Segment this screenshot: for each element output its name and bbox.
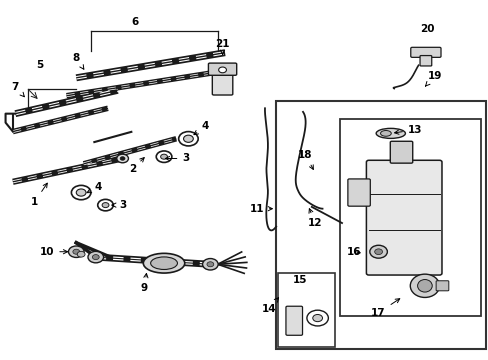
Ellipse shape (150, 257, 177, 270)
Circle shape (206, 262, 213, 267)
Circle shape (312, 315, 322, 321)
Circle shape (156, 151, 171, 162)
Text: 12: 12 (307, 209, 322, 228)
FancyBboxPatch shape (389, 141, 412, 163)
Text: 17: 17 (370, 299, 399, 318)
Circle shape (202, 258, 218, 270)
Bar (339, 119, 480, 316)
Ellipse shape (143, 253, 184, 273)
Circle shape (68, 246, 84, 257)
Circle shape (88, 251, 103, 263)
Text: 15: 15 (292, 275, 307, 285)
Circle shape (92, 255, 99, 260)
Ellipse shape (375, 129, 405, 138)
Bar (276, 101, 485, 348)
Text: 13: 13 (394, 125, 422, 135)
Text: 19: 19 (425, 71, 441, 86)
Text: 3: 3 (165, 153, 189, 163)
Text: 9: 9 (141, 274, 148, 293)
Ellipse shape (409, 274, 439, 297)
Text: 8: 8 (73, 53, 83, 69)
Text: 7: 7 (12, 82, 24, 97)
Circle shape (306, 310, 328, 326)
Text: 5: 5 (36, 60, 43, 70)
Circle shape (120, 157, 125, 160)
Circle shape (117, 154, 128, 163)
Circle shape (160, 154, 167, 159)
Ellipse shape (417, 279, 431, 292)
Circle shape (98, 199, 113, 211)
Text: 11: 11 (249, 204, 272, 214)
Text: 2: 2 (128, 158, 144, 174)
Text: 3: 3 (112, 200, 126, 210)
Circle shape (218, 67, 226, 73)
FancyBboxPatch shape (435, 281, 448, 291)
Text: 10: 10 (40, 247, 67, 257)
Text: 6: 6 (131, 17, 138, 27)
Circle shape (102, 203, 109, 208)
FancyBboxPatch shape (419, 55, 431, 66)
Text: 21: 21 (215, 39, 229, 54)
Circle shape (76, 189, 86, 196)
FancyBboxPatch shape (212, 73, 232, 95)
Text: 16: 16 (346, 247, 361, 257)
Text: 14: 14 (261, 298, 278, 314)
Circle shape (374, 249, 382, 255)
Circle shape (369, 245, 386, 258)
Circle shape (71, 185, 91, 200)
Bar (277, 273, 334, 347)
FancyBboxPatch shape (347, 179, 369, 206)
FancyBboxPatch shape (285, 306, 302, 335)
FancyBboxPatch shape (366, 160, 441, 275)
Circle shape (183, 135, 193, 142)
Circle shape (77, 251, 85, 257)
Text: 1: 1 (31, 183, 47, 207)
FancyBboxPatch shape (208, 63, 236, 75)
Text: 18: 18 (298, 150, 313, 170)
Ellipse shape (380, 131, 390, 136)
Circle shape (178, 132, 198, 146)
Circle shape (73, 249, 80, 254)
Text: 4: 4 (194, 121, 209, 135)
Text: 20: 20 (419, 24, 434, 35)
Text: 4: 4 (87, 182, 102, 193)
FancyBboxPatch shape (410, 47, 440, 57)
